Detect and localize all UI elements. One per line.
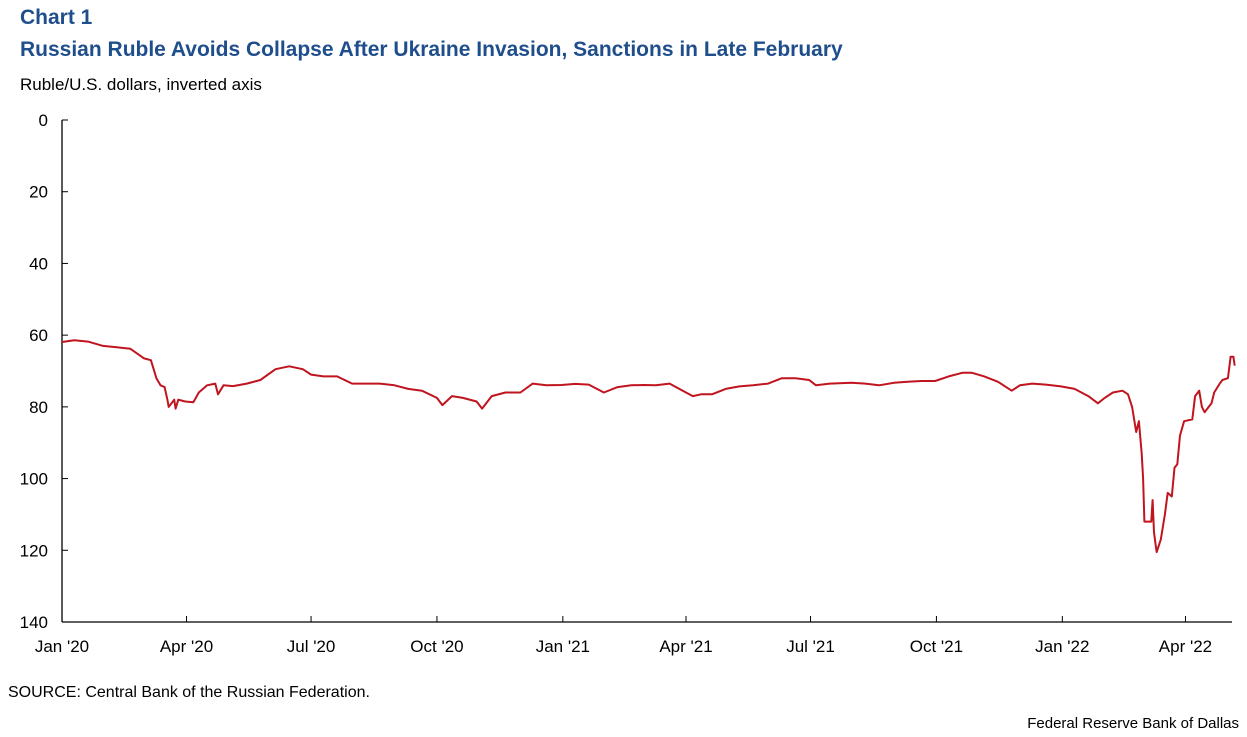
y-tick-label: 20 (29, 183, 48, 202)
chart-title: Russian Ruble Avoids Collapse After Ukra… (20, 38, 843, 61)
x-tick-label: Jan '20 (35, 637, 89, 656)
publisher-credit: Federal Reserve Bank of Dallas (1027, 715, 1239, 732)
chart-number: Chart 1 (20, 6, 93, 29)
x-tick-label: Apr '21 (659, 637, 712, 656)
y-axis-unit-label: Ruble/U.S. dollars, inverted axis (20, 75, 262, 94)
chart-axes: 0 20 40 60 80 100 120 140 Jan '20 Apr '20 Jul '20 O… (20, 111, 1232, 656)
x-tick-label: Jan '21 (536, 637, 590, 656)
chart-series (61, 339, 1236, 554)
y-tick-label: 120 (20, 541, 48, 560)
y-tick-label: 100 (20, 470, 48, 489)
x-tick-label: Apr '20 (160, 637, 213, 656)
line-chart: 0 20 40 60 80 100 120 140 Jan '20 Apr '20 Jul '20 O… (20, 111, 1236, 656)
y-tick-label: 0 (39, 111, 48, 130)
y-tick-label: 40 (29, 254, 48, 273)
x-tick-label: Jan '22 (1035, 637, 1089, 656)
y-tick-label: 80 (29, 398, 48, 417)
x-tick-label: Jul '21 (786, 637, 835, 656)
x-tick-label: Oct '21 (910, 637, 963, 656)
exchange-rate-line (61, 339, 1236, 554)
x-tick-label: Apr '22 (1159, 637, 1212, 656)
x-tick-label: Oct '20 (410, 637, 463, 656)
source-note: SOURCE: Central Bank of the Russian Fede… (8, 684, 370, 701)
x-tick-label: Jul '20 (287, 637, 336, 656)
y-tick-label: 140 (20, 613, 48, 632)
y-tick-label: 60 (29, 326, 48, 345)
